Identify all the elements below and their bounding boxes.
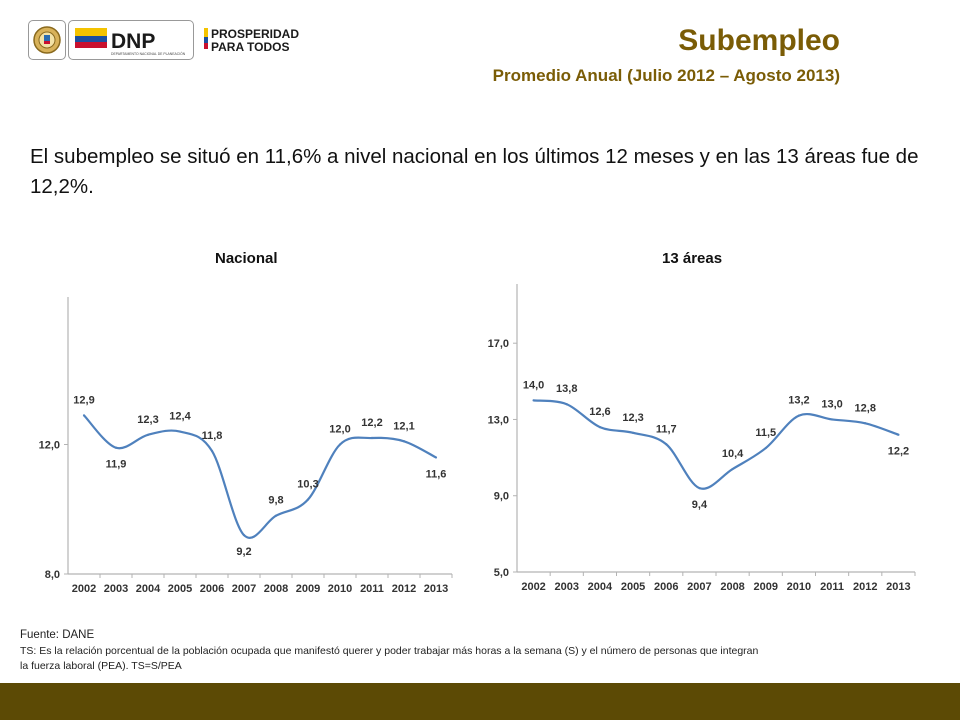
data-label: 12,8: [855, 402, 876, 414]
page-subtitle: Promedio Anual (Julio 2012 – Agosto 2013…: [492, 66, 840, 85]
data-label: 13,8: [556, 383, 577, 395]
x-tick-label: 2008: [264, 583, 288, 595]
series-line: [533, 399, 899, 490]
data-point: [631, 431, 635, 434]
data-point: [598, 425, 602, 429]
y-tick-label: 12,0: [39, 440, 60, 452]
data-point: [864, 422, 867, 425]
x-tick-label: 2002: [521, 581, 545, 593]
data-label: 11,5: [755, 427, 776, 439]
y-tick-label: 17,0: [488, 338, 509, 350]
data-point: [114, 446, 118, 449]
data-label: 11,8: [202, 430, 223, 442]
x-tick-label: 2004: [136, 583, 161, 595]
data-label: 12,1: [393, 420, 414, 432]
x-tick-label: 2003: [104, 583, 128, 595]
x-tick-label: 2010: [328, 583, 352, 595]
data-label: 13,2: [788, 395, 809, 407]
x-tick-label: 2007: [232, 583, 256, 595]
data-point: [665, 443, 668, 446]
x-tick-label: 2011: [360, 583, 384, 595]
data-point: [338, 443, 342, 446]
data-point: [731, 467, 734, 471]
data-point: [897, 433, 900, 436]
colombia-seal-logo: [28, 20, 66, 60]
source-note: Fuente: DANE: [20, 629, 95, 641]
data-label: 13,0: [821, 398, 842, 410]
logo-group: DNP DEPARTAMENTO NACIONAL DE PLANEACIÓN …: [28, 20, 314, 62]
data-point: [242, 534, 246, 537]
data-point: [532, 399, 535, 402]
chart-title-nacional: Nacional: [215, 250, 278, 267]
data-label: 11,7: [656, 423, 677, 435]
page-title: Subempleo: [678, 24, 840, 57]
series-line: [83, 414, 437, 539]
data-label: 12,2: [361, 417, 382, 429]
data-label: 14,0: [523, 379, 544, 391]
x-tick-label: 2011: [820, 581, 844, 593]
chart-title-13-areas: 13 áreas: [662, 250, 723, 267]
data-point: [370, 436, 374, 440]
data-point: [830, 418, 834, 421]
dnp-subtitle: DEPARTAMENTO NACIONAL DE PLANEACIÓN: [111, 51, 186, 56]
prosperidad-line2: PARA TODOS: [211, 40, 289, 54]
data-label: 11,6: [426, 468, 447, 480]
data-point: [210, 449, 214, 453]
data-label: 9,8: [268, 495, 283, 507]
y-tick-label: 5,0: [494, 567, 509, 579]
footer-bar: [0, 683, 960, 720]
data-label: 12,4: [169, 411, 191, 423]
chart-13-areas: 5,0 9,0 13,0 17,0 2002 2003 2004 2005 2006 2007 20…: [488, 284, 916, 593]
dnp-logo: DNP DEPARTAMENTO NACIONAL DE PLANEACIÓN: [68, 20, 194, 60]
data-point: [434, 456, 438, 459]
x-tick-label: 2012: [392, 583, 416, 595]
x-tick-label: 2008: [720, 581, 744, 593]
data-label: 10,3: [297, 479, 318, 491]
x-tick-label: 2010: [787, 581, 811, 593]
data-point: [146, 433, 150, 436]
dnp-text: DNP: [111, 30, 155, 53]
data-point: [402, 440, 406, 443]
data-label: 11,9: [106, 459, 127, 471]
data-label: 12,0: [329, 424, 350, 436]
chart-nacional: 8,0 12,0 2002 2003 2004 2005 2006 2007 2008 2009 2…: [39, 297, 453, 595]
x-tick-label: 2013: [424, 583, 448, 595]
x-tick-label: 2004: [588, 581, 613, 593]
y-tick-label: 8,0: [45, 569, 60, 581]
x-tick-label: 2006: [654, 581, 678, 593]
x-tick-label: 2003: [555, 581, 579, 593]
x-tick-label: 2009: [754, 581, 778, 593]
data-point: [797, 414, 801, 417]
data-label: 9,2: [236, 546, 251, 558]
x-tick-label: 2006: [200, 583, 224, 595]
data-point: [82, 414, 86, 417]
x-tick-label: 2005: [168, 583, 192, 595]
data-point: [565, 403, 568, 406]
data-point: [764, 446, 767, 450]
x-tick-label: 2005: [621, 581, 645, 593]
lead-paragraph: El subempleo se situó en 11,6% a nivel n…: [30, 145, 919, 198]
data-label: 10,4: [722, 448, 744, 460]
x-tick-label: 2007: [687, 581, 711, 593]
prosperidad-line1: PROSPERIDAD: [211, 27, 299, 41]
data-point: [178, 430, 182, 433]
y-tick-label: 13,0: [488, 414, 509, 426]
data-label: 12,3: [137, 414, 158, 426]
prosperidad-logo: PROSPERIDAD PARA TODOS: [204, 22, 314, 58]
data-point: [274, 514, 278, 517]
x-tick-label: 2009: [296, 583, 320, 595]
x-tick-label: 2012: [853, 581, 877, 593]
x-tick-label: 2002: [72, 583, 96, 595]
data-label: 9,4: [692, 499, 708, 511]
data-point: [698, 487, 701, 490]
data-label: 12,6: [589, 406, 610, 418]
x-tick-label: 2013: [886, 581, 910, 593]
y-tick-label: 9,0: [494, 491, 509, 503]
ts-definition-line2: la fuerza laboral (PEA). TS=S/PEA: [20, 660, 182, 672]
data-point: [306, 498, 310, 501]
data-label: 12,2: [888, 446, 909, 458]
data-label: 12,9: [73, 394, 94, 406]
data-label: 12,3: [622, 412, 643, 424]
ts-definition-line1: TS: Es la relación porcentual de la pobl…: [20, 645, 759, 657]
